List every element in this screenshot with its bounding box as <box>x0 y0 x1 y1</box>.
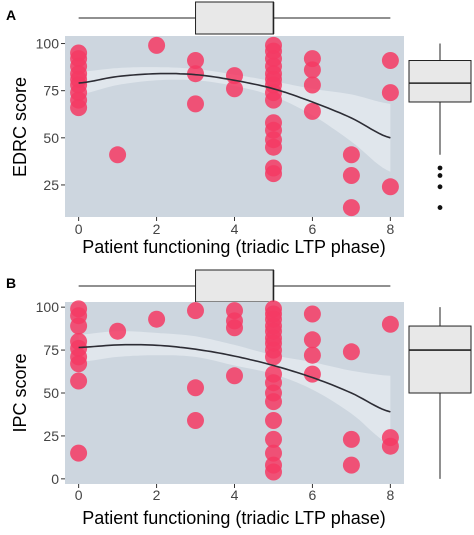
data-point <box>342 146 360 164</box>
data-point <box>70 444 88 462</box>
regression-curve <box>78 72 391 139</box>
panel-a-marginal-x-boxplot <box>78 1 391 35</box>
data-point <box>187 52 204 69</box>
x-tick-label: 8 <box>386 487 394 503</box>
data-point <box>187 412 204 429</box>
y-tick-label: 100 <box>36 299 60 315</box>
y-tick-label: 25 <box>43 428 59 444</box>
data-point <box>265 348 282 366</box>
y-tick-label: 75 <box>43 342 59 358</box>
data-point <box>303 102 321 120</box>
panel-a-points <box>70 36 399 217</box>
data-point <box>342 199 360 217</box>
data-point <box>303 76 321 94</box>
panel-b-marginal-y-boxplot <box>408 307 472 479</box>
panel-b-marginal-x-boxplot <box>78 269 391 303</box>
box-iqr <box>408 60 472 103</box>
box-iqr <box>408 325 472 394</box>
data-point <box>342 343 360 361</box>
data-point <box>381 315 399 333</box>
outlier-point <box>437 205 443 210</box>
data-point <box>381 437 399 455</box>
panel-b: B 0 25 50 75 100 0 2 4 6 8 Patient functioning (… <box>6 269 472 528</box>
panel-b-y-axis-title: IPC score <box>10 353 30 432</box>
y-tick-label: 25 <box>43 177 59 193</box>
panel-a-fit-line <box>78 72 391 139</box>
x-tick-label: 2 <box>153 487 161 503</box>
data-point <box>148 36 166 54</box>
panel-a-y-axis: 25 50 75 100 <box>36 36 65 193</box>
box-iqr <box>195 1 274 35</box>
outlier-point <box>437 184 443 190</box>
data-point <box>265 393 282 411</box>
data-point <box>381 178 399 196</box>
panel-a-x-axis-title: Patient functioning (triadic LTP phase) <box>82 237 386 257</box>
data-point <box>342 167 360 184</box>
data-point <box>70 99 88 117</box>
data-point <box>265 444 282 462</box>
panel-b-x-axis: 0 2 4 6 8 <box>75 484 394 503</box>
data-point <box>148 310 166 328</box>
y-tick-label: 0 <box>51 471 59 487</box>
panel-b-y-axis: 0 25 50 75 100 <box>36 299 65 487</box>
data-point <box>381 52 399 69</box>
data-point <box>187 95 204 113</box>
panel-b-fit-line <box>78 343 391 413</box>
data-point <box>226 80 243 98</box>
y-tick-label: 75 <box>43 83 59 99</box>
x-tick-label: 6 <box>309 487 317 503</box>
y-tick-label: 50 <box>43 130 59 146</box>
data-point <box>342 430 360 448</box>
x-tick-label: 4 <box>231 221 239 237</box>
panel-a-letter: A <box>6 7 16 23</box>
box-iqr <box>195 269 274 303</box>
outlier-point <box>437 165 443 171</box>
data-point <box>265 138 282 156</box>
x-tick-label: 0 <box>75 487 83 503</box>
x-tick-label: 0 <box>75 221 83 237</box>
x-tick-label: 8 <box>386 221 394 237</box>
data-point <box>226 319 243 337</box>
panel-b-points <box>70 300 399 481</box>
data-point <box>303 305 321 323</box>
data-point <box>187 379 204 397</box>
data-point <box>70 372 88 390</box>
data-point <box>265 91 282 109</box>
data-point <box>265 412 282 429</box>
data-point <box>265 165 282 183</box>
panel-a-y-axis-title: EDRC score <box>10 77 30 177</box>
data-point <box>303 331 321 349</box>
data-point <box>265 463 282 481</box>
data-point <box>342 456 360 474</box>
panel-a-x-axis: 0 2 4 6 8 <box>75 217 394 237</box>
panel-a-marginal-y-boxplot <box>408 43 472 210</box>
data-point <box>109 146 127 164</box>
data-point <box>226 367 243 385</box>
y-tick-label: 50 <box>43 385 59 401</box>
data-point <box>303 61 321 79</box>
data-point <box>187 65 204 83</box>
x-tick-label: 4 <box>231 487 239 503</box>
panel-b-letter: B <box>6 275 16 291</box>
data-point <box>70 317 88 335</box>
regression-curve <box>78 343 391 413</box>
data-point <box>109 322 127 340</box>
confidence-band <box>78 331 391 445</box>
data-point <box>187 302 204 320</box>
x-tick-label: 2 <box>153 221 161 237</box>
y-tick-label: 100 <box>36 36 60 52</box>
data-point <box>70 355 88 373</box>
data-point <box>303 346 321 364</box>
panel-b-x-axis-title: Patient functioning (triadic LTP phase) <box>82 508 386 528</box>
outlier-point <box>437 173 443 178</box>
panel-a: A 25 50 75 100 0 2 4 6 8 Patient functioning (t… <box>6 1 472 257</box>
data-point <box>265 430 282 448</box>
data-point <box>381 84 399 102</box>
panel-b-confidence-ribbon <box>78 331 391 445</box>
x-tick-label: 6 <box>309 221 317 237</box>
